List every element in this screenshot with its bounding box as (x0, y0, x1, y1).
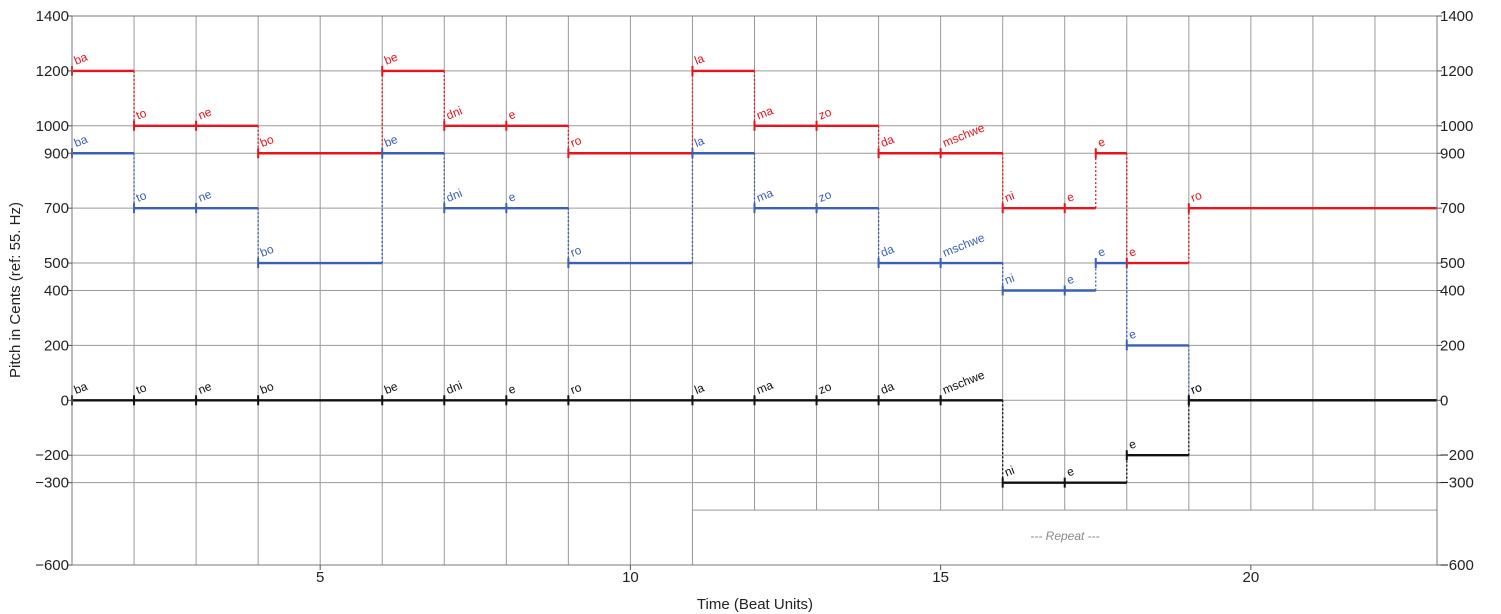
syllable-label: e (1065, 272, 1077, 288)
syllable-label: mschwe (941, 120, 987, 150)
repeat-label: --- Repeat --- (1030, 529, 1099, 543)
syllable-label: ni (1003, 188, 1017, 204)
syllable-label: ro (1189, 380, 1204, 397)
syllable-label: be (382, 132, 400, 150)
syllable-label: ma (754, 103, 775, 122)
y-tick-label-right: 1400 (1440, 8, 1473, 25)
y-tick-label-right: 1200 (1440, 63, 1473, 80)
syllable-label: to (134, 106, 149, 123)
syllable-label: da (878, 379, 896, 397)
syllable-label: ma (754, 186, 775, 205)
syllable-label: e (506, 189, 518, 205)
syllable-label: dni (444, 378, 464, 397)
syllable-label: ne (196, 187, 214, 205)
grid-layer (72, 16, 1437, 565)
x-tick-label: 5 (316, 569, 324, 586)
y-tick-label-right: 500 (1440, 255, 1465, 272)
syllable-label: la (692, 380, 706, 397)
syllable-label: la (692, 133, 706, 150)
y-tick-label-right: 900 (1440, 145, 1465, 162)
syllable-label: bo (258, 132, 276, 150)
syllable-label: e (1127, 244, 1139, 260)
x-tick-label: 15 (932, 569, 949, 586)
syllable-label: ni (1003, 463, 1017, 479)
syllable-label: da (878, 132, 896, 150)
syllable-label: ba (72, 50, 90, 68)
y-tick-label-right: 400 (1440, 283, 1465, 300)
syllable-label: to (134, 188, 149, 205)
y-tick-label-right: −600 (1440, 557, 1474, 574)
syllable-label: zo (816, 187, 833, 205)
y-tick-label-right: 0 (1440, 392, 1448, 409)
syllable-label: bo (258, 242, 276, 260)
syllable-label: ma (754, 378, 775, 397)
syllable-label: e (1096, 244, 1108, 260)
syllable-label: be (382, 379, 400, 397)
x-tick-label: 10 (622, 569, 639, 586)
syllable-label: ro (1189, 380, 1204, 397)
syllable-label: ro (568, 133, 583, 150)
series-layer: ba to ne bo be dni e ro la ma zo da mschwe ni e e e ro ba t… (71, 50, 1437, 488)
syllable-label: ni (1003, 271, 1017, 287)
y-tick-label-left: 0 (61, 392, 69, 409)
syllable-label: dni (444, 104, 464, 123)
syllable-label: zo (816, 105, 833, 123)
syllable-label: zo (816, 379, 833, 397)
y-tick-label-left: −200 (35, 447, 69, 464)
y-tick-label-right: 200 (1440, 337, 1465, 354)
syllable-label: e (506, 107, 518, 123)
y-tick-label-left: 200 (44, 337, 69, 354)
y-tick-label-right: 1000 (1440, 118, 1473, 135)
y-tick-label-left: 1200 (36, 63, 69, 80)
syllable-label: e (1065, 464, 1077, 480)
syllable-label: mschwe (941, 230, 987, 260)
y-axis-label: Pitch in Cents (ref: 55. Hz) (7, 202, 24, 378)
repeat-region: --- Repeat --- (691, 509, 1438, 566)
syllable-label: ro (568, 243, 583, 260)
y-tick-label-left: 400 (44, 283, 69, 300)
syllable-label: e (506, 381, 518, 397)
axis-layer: −600 −600 −300 −300 −200 −200 0 0 200 200 400 400 50… (35, 8, 1474, 586)
syllable-label: mschwe (941, 367, 987, 397)
syllable-label: be (382, 50, 400, 68)
syllable-label: la (692, 51, 706, 68)
black-series: ba to ne bo be dni e ro la ma zo da mschwe ni e e ro (71, 367, 1437, 488)
y-tick-label-left: 1000 (36, 118, 69, 135)
syllable-label: e (1127, 436, 1139, 452)
y-tick-label-left: 1400 (36, 8, 69, 25)
syllable-label: bo (258, 379, 276, 397)
repeat-box (691, 509, 1438, 566)
y-tick-label-left: −600 (35, 557, 69, 574)
syllable-label: dni (444, 186, 464, 205)
y-tick-label-left: 700 (44, 200, 69, 217)
syllable-label: ba (72, 379, 90, 397)
x-tick-label: 20 (1243, 569, 1260, 586)
y-tick-label-left: 500 (44, 255, 69, 272)
y-tick-label-right: −300 (1440, 475, 1474, 492)
syllable-label: e (1127, 327, 1139, 343)
y-tick-label-left: −300 (35, 475, 69, 492)
syllable-label: ro (568, 380, 583, 397)
syllable-label: e (1065, 189, 1077, 205)
y-tick-label-right: −200 (1440, 447, 1474, 464)
syllable-label: ro (1189, 188, 1204, 205)
y-tick-label-right: 700 (1440, 200, 1465, 217)
syllable-label: ne (196, 379, 214, 397)
syllable-label: da (878, 242, 896, 260)
red-series: ba to ne bo be dni e ro la ma zo da mschwe ni e e e ro (71, 50, 1437, 269)
syllable-label: to (134, 380, 149, 397)
x-axis-label: Time (Beat Units) (697, 596, 813, 613)
syllable-label: ne (196, 104, 214, 122)
syllable-label: e (1096, 134, 1108, 150)
syllable-label: ba (72, 132, 90, 150)
y-tick-label-left: 900 (44, 145, 69, 162)
